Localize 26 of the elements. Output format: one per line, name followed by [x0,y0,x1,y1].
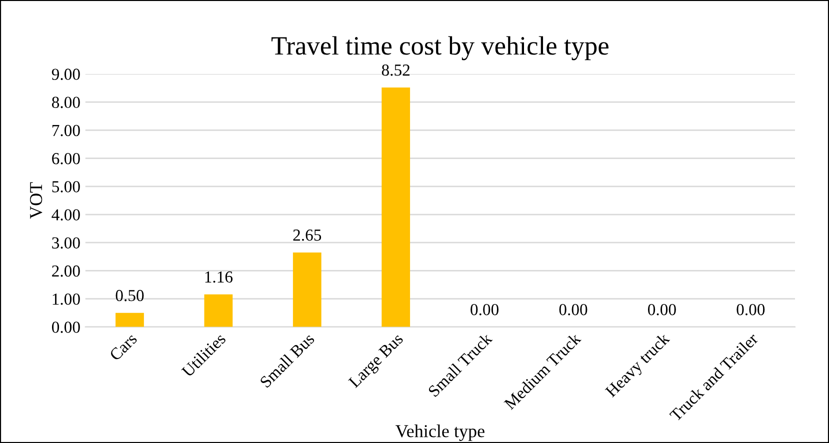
y-tick-label: 0.00 [52,322,80,333]
y-tick-label: 6.00 [52,153,80,164]
data-label: 0.00 [648,304,676,316]
data-label: 0.00 [559,304,588,316]
x-tick-label: Cars [108,332,138,362]
y-tick-label: 1.00 [52,294,80,305]
data-label: 2.65 [293,230,322,241]
data-label: 0.00 [736,304,765,316]
y-tick-label: 9.00 [52,68,80,80]
bar [204,294,233,327]
bar [116,312,144,327]
y-axis-title: VOT [30,182,42,219]
x-axis-title: Vehicle type [396,424,484,441]
y-tick-label: 5.00 [52,181,80,192]
y-tick-label: 2.00 [52,265,80,277]
chart-title: Travel time cost by vehicle type [272,36,608,60]
y-tick-label: 3.00 [52,237,80,249]
data-label: 8.52 [382,64,410,76]
y-tick-label: 4.00 [52,209,80,221]
bar [292,252,322,327]
y-tick-label: 7.00 [52,124,80,136]
data-label: 0.00 [470,304,498,316]
y-tick-label: 8.00 [52,96,80,108]
data-label: 1.16 [205,271,233,283]
bar [382,87,410,327]
data-label: 0.50 [116,290,144,302]
